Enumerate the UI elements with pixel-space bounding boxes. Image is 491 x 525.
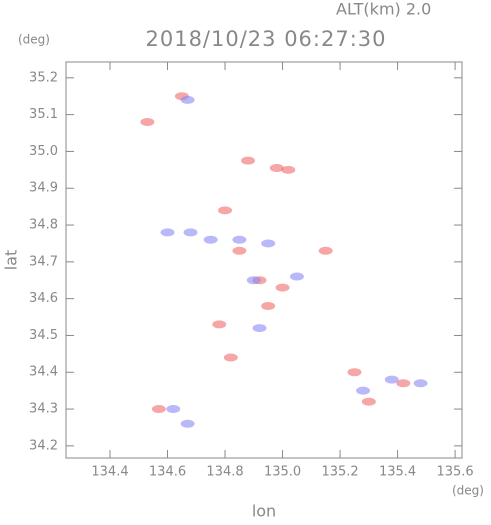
echo-point [384,375,399,384]
echo-point [347,368,362,377]
echo-point [223,353,238,362]
subtitle: ALT(km) 2.0 [336,0,431,19]
x-tick-label: 134.6 [149,465,186,480]
x-unit: (deg) [452,484,484,498]
y-tick-label: 34.8 [29,218,58,233]
x-tick-label: 134.8 [206,465,243,480]
echo-point [183,228,198,237]
echo-point [241,156,256,165]
x-tick-label: 135.0 [264,465,301,480]
echo-point [275,283,290,292]
echo-point [232,235,247,244]
echo-point [261,302,276,311]
echo-point [203,235,218,244]
chart-title: 2018/10/23 06:27:30 [145,27,386,51]
echo-point [232,246,247,255]
echo-point [356,386,371,395]
echo-point [252,324,267,333]
plot-frame [65,61,463,459]
echo-point [281,165,296,174]
echo-point [396,379,411,388]
echo-point [361,397,376,406]
y-tick-label: 35.0 [29,144,58,159]
y-tick-label: 35.1 [29,107,58,122]
y-tick-label: 34.2 [29,438,58,453]
x-tick-label: 135.4 [379,465,416,480]
echo-point [180,95,195,104]
echo-point [151,405,166,414]
x-tick-label: 134.4 [91,465,128,480]
y-tick-label: 34.7 [29,254,58,269]
x-tick-label: 135.6 [436,465,473,480]
echo-point [289,272,304,281]
echo-point [180,419,195,428]
y-axis-label: lat [2,250,21,271]
echo-point [269,163,284,172]
echo-point [212,320,227,329]
echo-point [218,206,233,215]
echo-point [318,246,333,255]
y-unit: (deg) [18,33,50,47]
y-tick-label: 34.3 [29,402,58,417]
y-tick-label: 34.9 [29,181,58,196]
y-tick-label: 34.6 [29,291,58,306]
y-tick-label: 35.2 [29,70,58,85]
echo-point [413,379,428,388]
echo-point [160,228,175,237]
echo-point [261,239,276,248]
x-tick-label: 135.2 [321,465,358,480]
echo-point [140,117,155,126]
echo-point [246,276,261,285]
y-tick-label: 34.5 [29,328,58,343]
echo-point [166,405,181,414]
y-tick-label: 34.4 [29,365,58,380]
x-axis-label: lon [252,502,276,521]
